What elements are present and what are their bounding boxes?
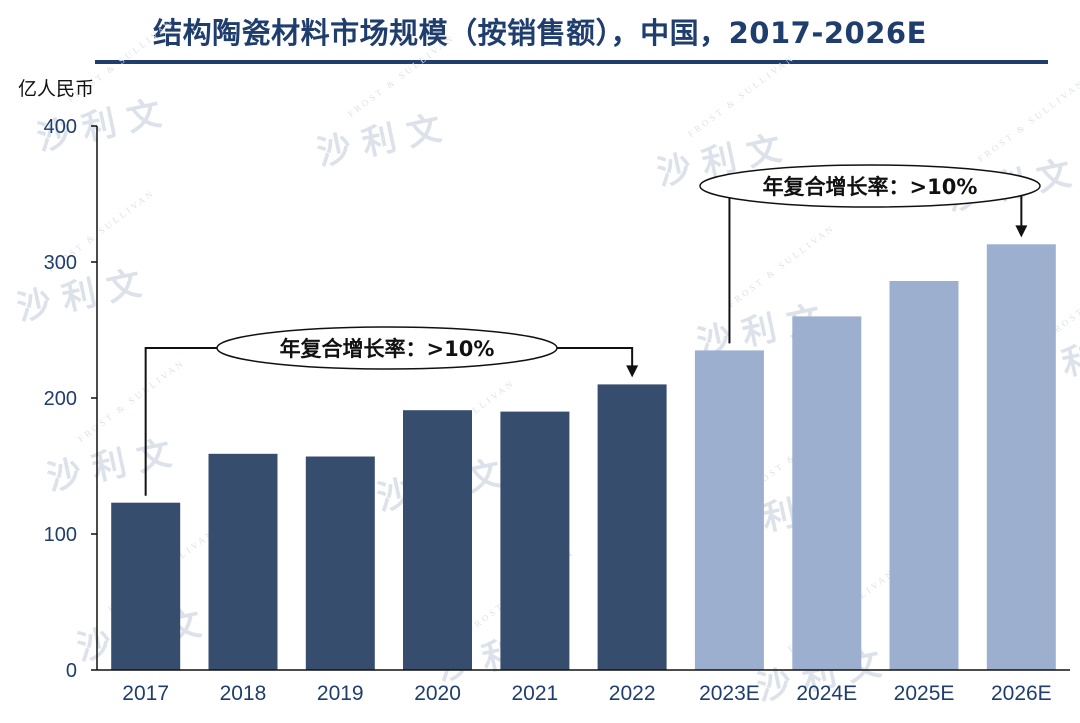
bar-2023E [694,350,764,670]
watermark-subtext: FROST & SULLIVAN [346,32,457,119]
bar-2021 [500,411,570,670]
bar-2019 [305,456,375,670]
y-tick-label: 0 [66,660,77,682]
watermark-text: 沙 利 文 [14,264,145,329]
x-tick-label: 2021 [511,682,558,705]
cagr-annotation: 年复合增长率：>10% [144,326,639,496]
cagr-arrowhead [626,365,639,378]
x-tick-label: 2025E [894,682,955,705]
title-underline [95,60,1048,64]
x-tick-label: 2017 [122,682,169,705]
y-axis-unit-label: 亿人民币 [18,78,94,100]
watermark-text: 沙 利 文 [44,434,175,499]
cagr-label: 年复合增长率：>10% [763,175,978,199]
watermark-subtext: FROST & SULLIVAN [726,222,837,309]
x-tick-label: 2023E [699,682,760,705]
y-tick-label: 100 [44,524,77,546]
y-tick-label: 200 [44,388,77,410]
watermark-text: 沙 利 文 [314,109,445,174]
x-tick-label: 2026E [991,682,1052,705]
watermark-subtext: FROST & SULLIVAN [76,357,187,444]
y-tick-label: 400 [44,116,77,138]
bar-2017 [111,502,181,670]
x-tick-label: 2018 [220,682,267,705]
bar-2018 [208,453,278,670]
bar-2025E [889,281,959,670]
watermark-subtext: FROST & SULLIVAN [976,77,1080,164]
cagr-label: 年复合增长率：>10% [280,337,495,361]
bar-2026E [986,244,1056,671]
axes-group: 0 100 200 300 400 亿人民币 2017 2018 2019 2020 2021 202… [18,78,1070,705]
cagr-annotation: 年复合增长率：>10% [699,164,1041,344]
bar-2024E [792,316,862,670]
cagr-arrowhead [1015,225,1028,238]
watermark-subtext: FROST & SULLIVAN [686,52,797,139]
cagr-bubble [699,164,1041,208]
bar-2020 [403,410,472,670]
y-tick-label: 300 [44,252,77,274]
x-tick-label: 2019 [317,682,364,705]
chart-title: 结构陶瓷材料市场规模（按销售额），中国，2017-2026E [153,16,927,50]
bar-2022 [597,384,667,670]
cagr-annotations: 年复合增长率：>10% 年复合增长率：>10% [144,164,1041,496]
x-tick-label: 2022 [609,682,656,705]
x-tick-label: 2020 [414,682,461,705]
cagr-bubble [216,326,558,370]
bars-group [111,244,1056,671]
x-tick-label: 2024E [796,682,857,705]
